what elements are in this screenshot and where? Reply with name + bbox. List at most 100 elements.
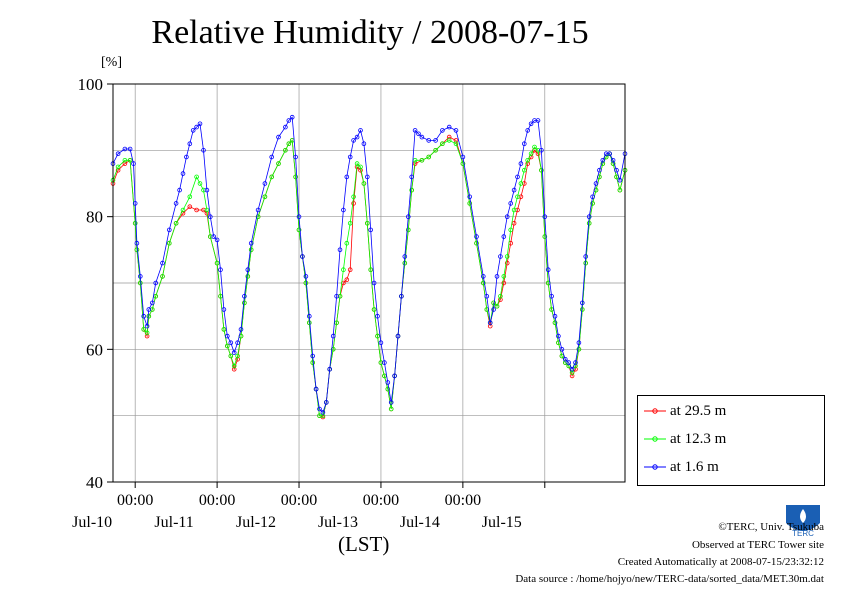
data-point <box>231 366 237 372</box>
data-point <box>150 300 155 306</box>
data-point <box>255 214 261 220</box>
data-point <box>504 260 510 266</box>
data-point <box>351 138 356 143</box>
legend-swatch-red <box>644 408 666 414</box>
series-line-0 <box>112 136 626 418</box>
data-point <box>138 274 143 279</box>
data-point <box>402 254 408 259</box>
legend-label: at 12.3 m <box>670 430 727 447</box>
y-tick-label: 100 <box>78 75 104 94</box>
data-point <box>518 181 524 186</box>
data-point <box>412 128 418 133</box>
x-tick-time: 00:00 <box>117 492 153 509</box>
data-point <box>361 141 367 147</box>
data-point <box>409 187 415 193</box>
data-point <box>296 227 302 233</box>
data-point <box>405 214 411 220</box>
data-point <box>610 161 616 166</box>
data-point <box>542 234 548 239</box>
data-point <box>146 313 152 319</box>
data-point <box>549 293 554 299</box>
data-point <box>388 400 394 405</box>
data-point <box>127 158 133 163</box>
footer-source: Data source : /home/hojyo/new/TERC-data/… <box>515 573 824 585</box>
data-point <box>521 181 527 186</box>
data-point <box>542 214 548 220</box>
data-point <box>238 327 244 332</box>
data-point <box>221 327 227 332</box>
legend-label: at 29.5 m <box>670 402 727 419</box>
data-point <box>491 307 496 312</box>
series-line-2 <box>112 116 626 414</box>
data-point <box>395 333 401 339</box>
data-point <box>446 138 452 143</box>
plot-frame <box>112 83 626 483</box>
data-point <box>347 267 353 273</box>
data-point <box>498 297 503 302</box>
data-point <box>303 280 309 286</box>
data-point <box>576 340 582 346</box>
data-point <box>532 144 537 150</box>
data-point <box>160 274 165 279</box>
data-point <box>218 267 223 273</box>
data-point <box>153 280 159 286</box>
data-point <box>208 234 213 239</box>
data-point <box>115 151 121 157</box>
data-point <box>293 174 298 180</box>
data-point <box>416 131 421 137</box>
data-point <box>115 167 121 173</box>
data-point <box>484 293 490 299</box>
data-point <box>392 373 397 379</box>
data-point <box>467 201 473 206</box>
x-tick-time: 00:00 <box>199 492 235 509</box>
data-point <box>122 158 128 163</box>
data-point <box>132 221 138 226</box>
data-point <box>320 410 326 415</box>
footer-observed: Observed at TERC Tower site <box>691 539 824 551</box>
data-point <box>566 360 571 365</box>
data-point <box>405 227 411 233</box>
data-point <box>141 327 147 332</box>
data-point <box>375 313 380 319</box>
data-point <box>487 323 493 329</box>
data-point <box>242 300 247 306</box>
x-tick-date: Jul-15 <box>482 514 522 531</box>
data-point <box>402 260 408 266</box>
data-point <box>201 148 206 153</box>
data-point <box>187 194 193 200</box>
y-tick-label: 60 <box>86 340 103 359</box>
data-point <box>167 227 172 233</box>
data-point <box>134 247 140 253</box>
data-point <box>552 313 558 319</box>
data-point <box>289 114 295 120</box>
data-point <box>337 247 343 253</box>
data-point <box>573 360 578 365</box>
data-point <box>122 161 128 166</box>
data-point <box>453 141 459 147</box>
data-point <box>134 240 140 246</box>
data-point <box>276 134 281 140</box>
data-point <box>221 307 227 312</box>
data-point <box>521 167 527 173</box>
data-point <box>225 333 230 339</box>
data-point <box>144 323 150 329</box>
data-point <box>306 313 312 319</box>
data-point <box>385 380 391 385</box>
data-point <box>296 214 302 220</box>
legend-item-1m: at 1.6 m <box>644 457 719 477</box>
data-point <box>138 280 143 286</box>
data-point <box>590 201 595 206</box>
data-point <box>320 413 326 419</box>
data-point <box>187 204 193 210</box>
data-point <box>341 267 346 273</box>
data-point <box>545 267 551 273</box>
series-line-1 <box>112 139 626 417</box>
data-point <box>354 161 360 166</box>
x-tick-date: Jul-11 <box>154 514 193 531</box>
legend-item-29m: at 29.5 m <box>644 401 726 421</box>
data-point <box>607 151 612 157</box>
data-point <box>248 247 254 253</box>
data-point <box>419 158 425 163</box>
data-point <box>235 353 240 359</box>
